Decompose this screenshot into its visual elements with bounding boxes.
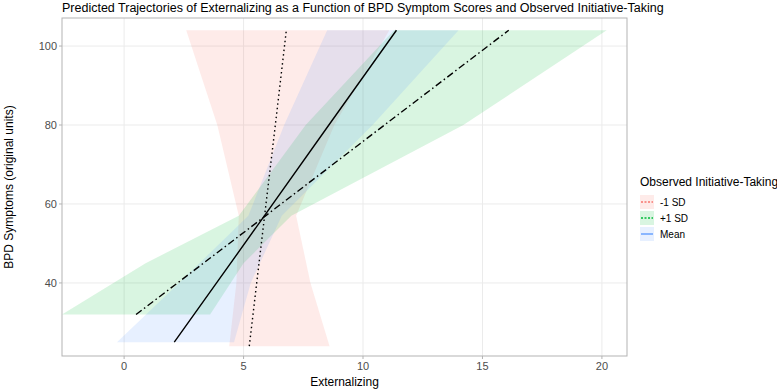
tick-mark	[601, 356, 602, 359]
confidence-band	[117, 30, 459, 342]
tick-mark	[59, 46, 62, 47]
tick-label: 40	[45, 277, 57, 289]
trend-line	[174, 30, 396, 342]
legend-key	[640, 227, 654, 241]
tick-label: 0	[121, 360, 127, 372]
legend-label: Mean	[660, 229, 685, 240]
tick-label: 80	[45, 119, 57, 131]
tick-label: 20	[596, 360, 608, 372]
tick-label: 5	[241, 360, 247, 372]
grid-line	[601, 18, 602, 356]
y-axis-label: BPD Symptoms (original units)	[2, 105, 16, 268]
plot-marks	[62, 30, 607, 346]
tick-label: 60	[45, 198, 57, 210]
legend-label: +1 SD	[660, 213, 688, 224]
legend-key	[640, 211, 654, 225]
plot-frame	[62, 18, 627, 356]
chart-title: Predicted Trajectories of Externalizing …	[62, 1, 664, 15]
legend-title: Observed Initiative-Taking	[640, 175, 777, 189]
tick-mark	[59, 203, 62, 204]
tick-mark	[59, 282, 62, 283]
tick-label: 15	[476, 360, 488, 372]
legend-key-line	[641, 201, 653, 202]
tick-mark	[243, 356, 244, 359]
x-axis-label: Externalizing	[310, 375, 379, 389]
legend-key	[640, 195, 654, 209]
tick-mark	[482, 356, 483, 359]
legend-label: -1 SD	[660, 197, 686, 208]
tick-mark	[124, 356, 125, 359]
trend-line	[249, 30, 286, 346]
tick-label: 100	[39, 40, 57, 52]
legend-key-line	[641, 233, 653, 234]
grid-line	[62, 203, 627, 204]
tick-label: 10	[357, 360, 369, 372]
tick-mark	[363, 356, 364, 359]
tick-mark	[59, 125, 62, 126]
plot-background	[62, 18, 627, 356]
legend-key-line	[641, 217, 653, 218]
trend-line	[136, 30, 509, 314]
chart: 0 5 10 15 20 40 60 80 100 Predicted Trajectories …	[0, 0, 777, 392]
